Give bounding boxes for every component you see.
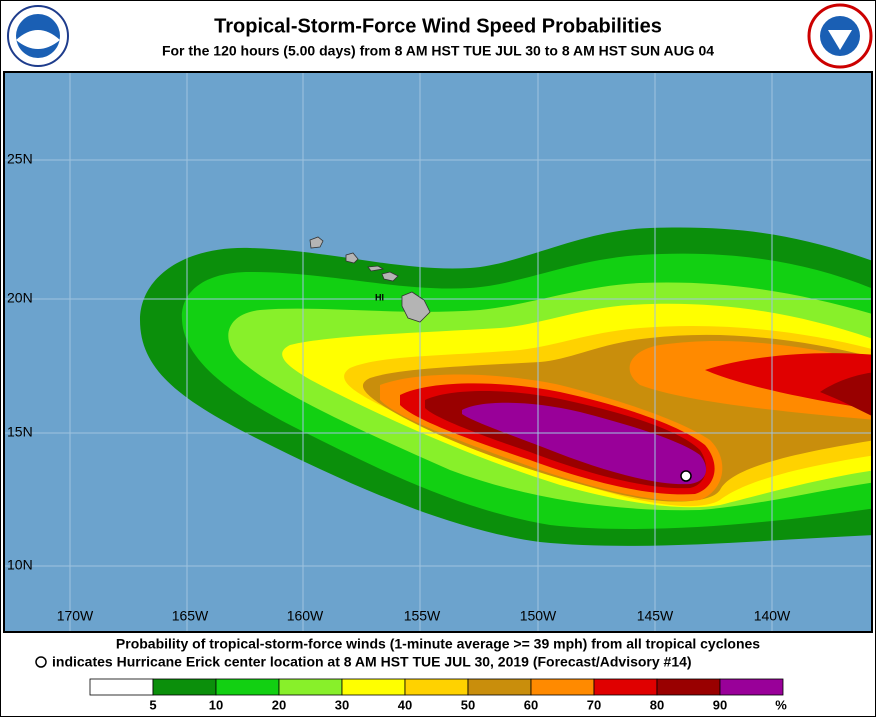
map: HI (4, 72, 872, 632)
latitude-label: 25N (7, 151, 33, 167)
longitude-labels: 170W 165W 160W 155W 150W 145W 140W (57, 608, 791, 624)
longitude-label: 155W (404, 608, 441, 624)
legend-label: 40 (398, 697, 412, 712)
legend-label: 30 (335, 697, 349, 712)
legend-swatch (530, 678, 595, 696)
footer-description: Probability of tropical-storm-force wind… (116, 636, 760, 652)
probability-contour (425, 372, 872, 489)
legend-swatch (656, 678, 721, 696)
latitude-label: 15N (7, 424, 33, 440)
map-frame (3, 71, 873, 633)
legend-label: 60 (524, 697, 538, 712)
storm-center (680, 470, 692, 482)
legend-swatch (341, 678, 406, 696)
latitude-label: 10N (7, 557, 33, 573)
noaa-logo (7, 5, 69, 67)
footer-note: indicates Hurricane Erick center locatio… (52, 654, 692, 670)
legend-swatch (593, 678, 658, 696)
longitude-label: 140W (754, 608, 791, 624)
graticule (4, 72, 872, 632)
title: Tropical-Storm-Force Wind Speed Probabil… (214, 15, 662, 37)
legend-swatch (89, 678, 154, 696)
legend-swatch (467, 678, 532, 696)
legend-label: 70 (587, 697, 601, 712)
latitude-label: 20N (7, 290, 33, 306)
longitude-label: 145W (637, 608, 674, 624)
legend: 5 10 20 30 40 50 60 70 80 90% (89, 678, 787, 712)
legend-swatch (152, 678, 217, 696)
legend-label: 10 (209, 697, 223, 712)
legend-swatch (404, 678, 469, 696)
legend-swatch (719, 678, 784, 696)
center-symbol (35, 656, 47, 668)
region-label: HI (375, 292, 384, 302)
latitude-labels: 25N 20N 15N 10N (7, 151, 33, 573)
legend-label: 80 (650, 697, 664, 712)
longitude-label: 150W (520, 608, 557, 624)
legend-swatch (278, 678, 343, 696)
legend-label: 50 (461, 697, 475, 712)
legend-label: 5 (149, 697, 156, 712)
subtitle: For the 120 hours (5.00 days) from 8 AM … (162, 43, 714, 59)
longitude-label: 170W (57, 608, 94, 624)
legend-label: 20 (272, 697, 286, 712)
nws-logo (807, 3, 873, 69)
longitude-label: 165W (172, 608, 209, 624)
contours (140, 227, 872, 546)
longitude-label: 160W (287, 608, 324, 624)
legend-unit: % (775, 697, 787, 712)
islands (309, 236, 431, 323)
legend-swatch (215, 678, 280, 696)
probability-contour (462, 402, 707, 485)
legend-label: 90 (713, 697, 727, 712)
